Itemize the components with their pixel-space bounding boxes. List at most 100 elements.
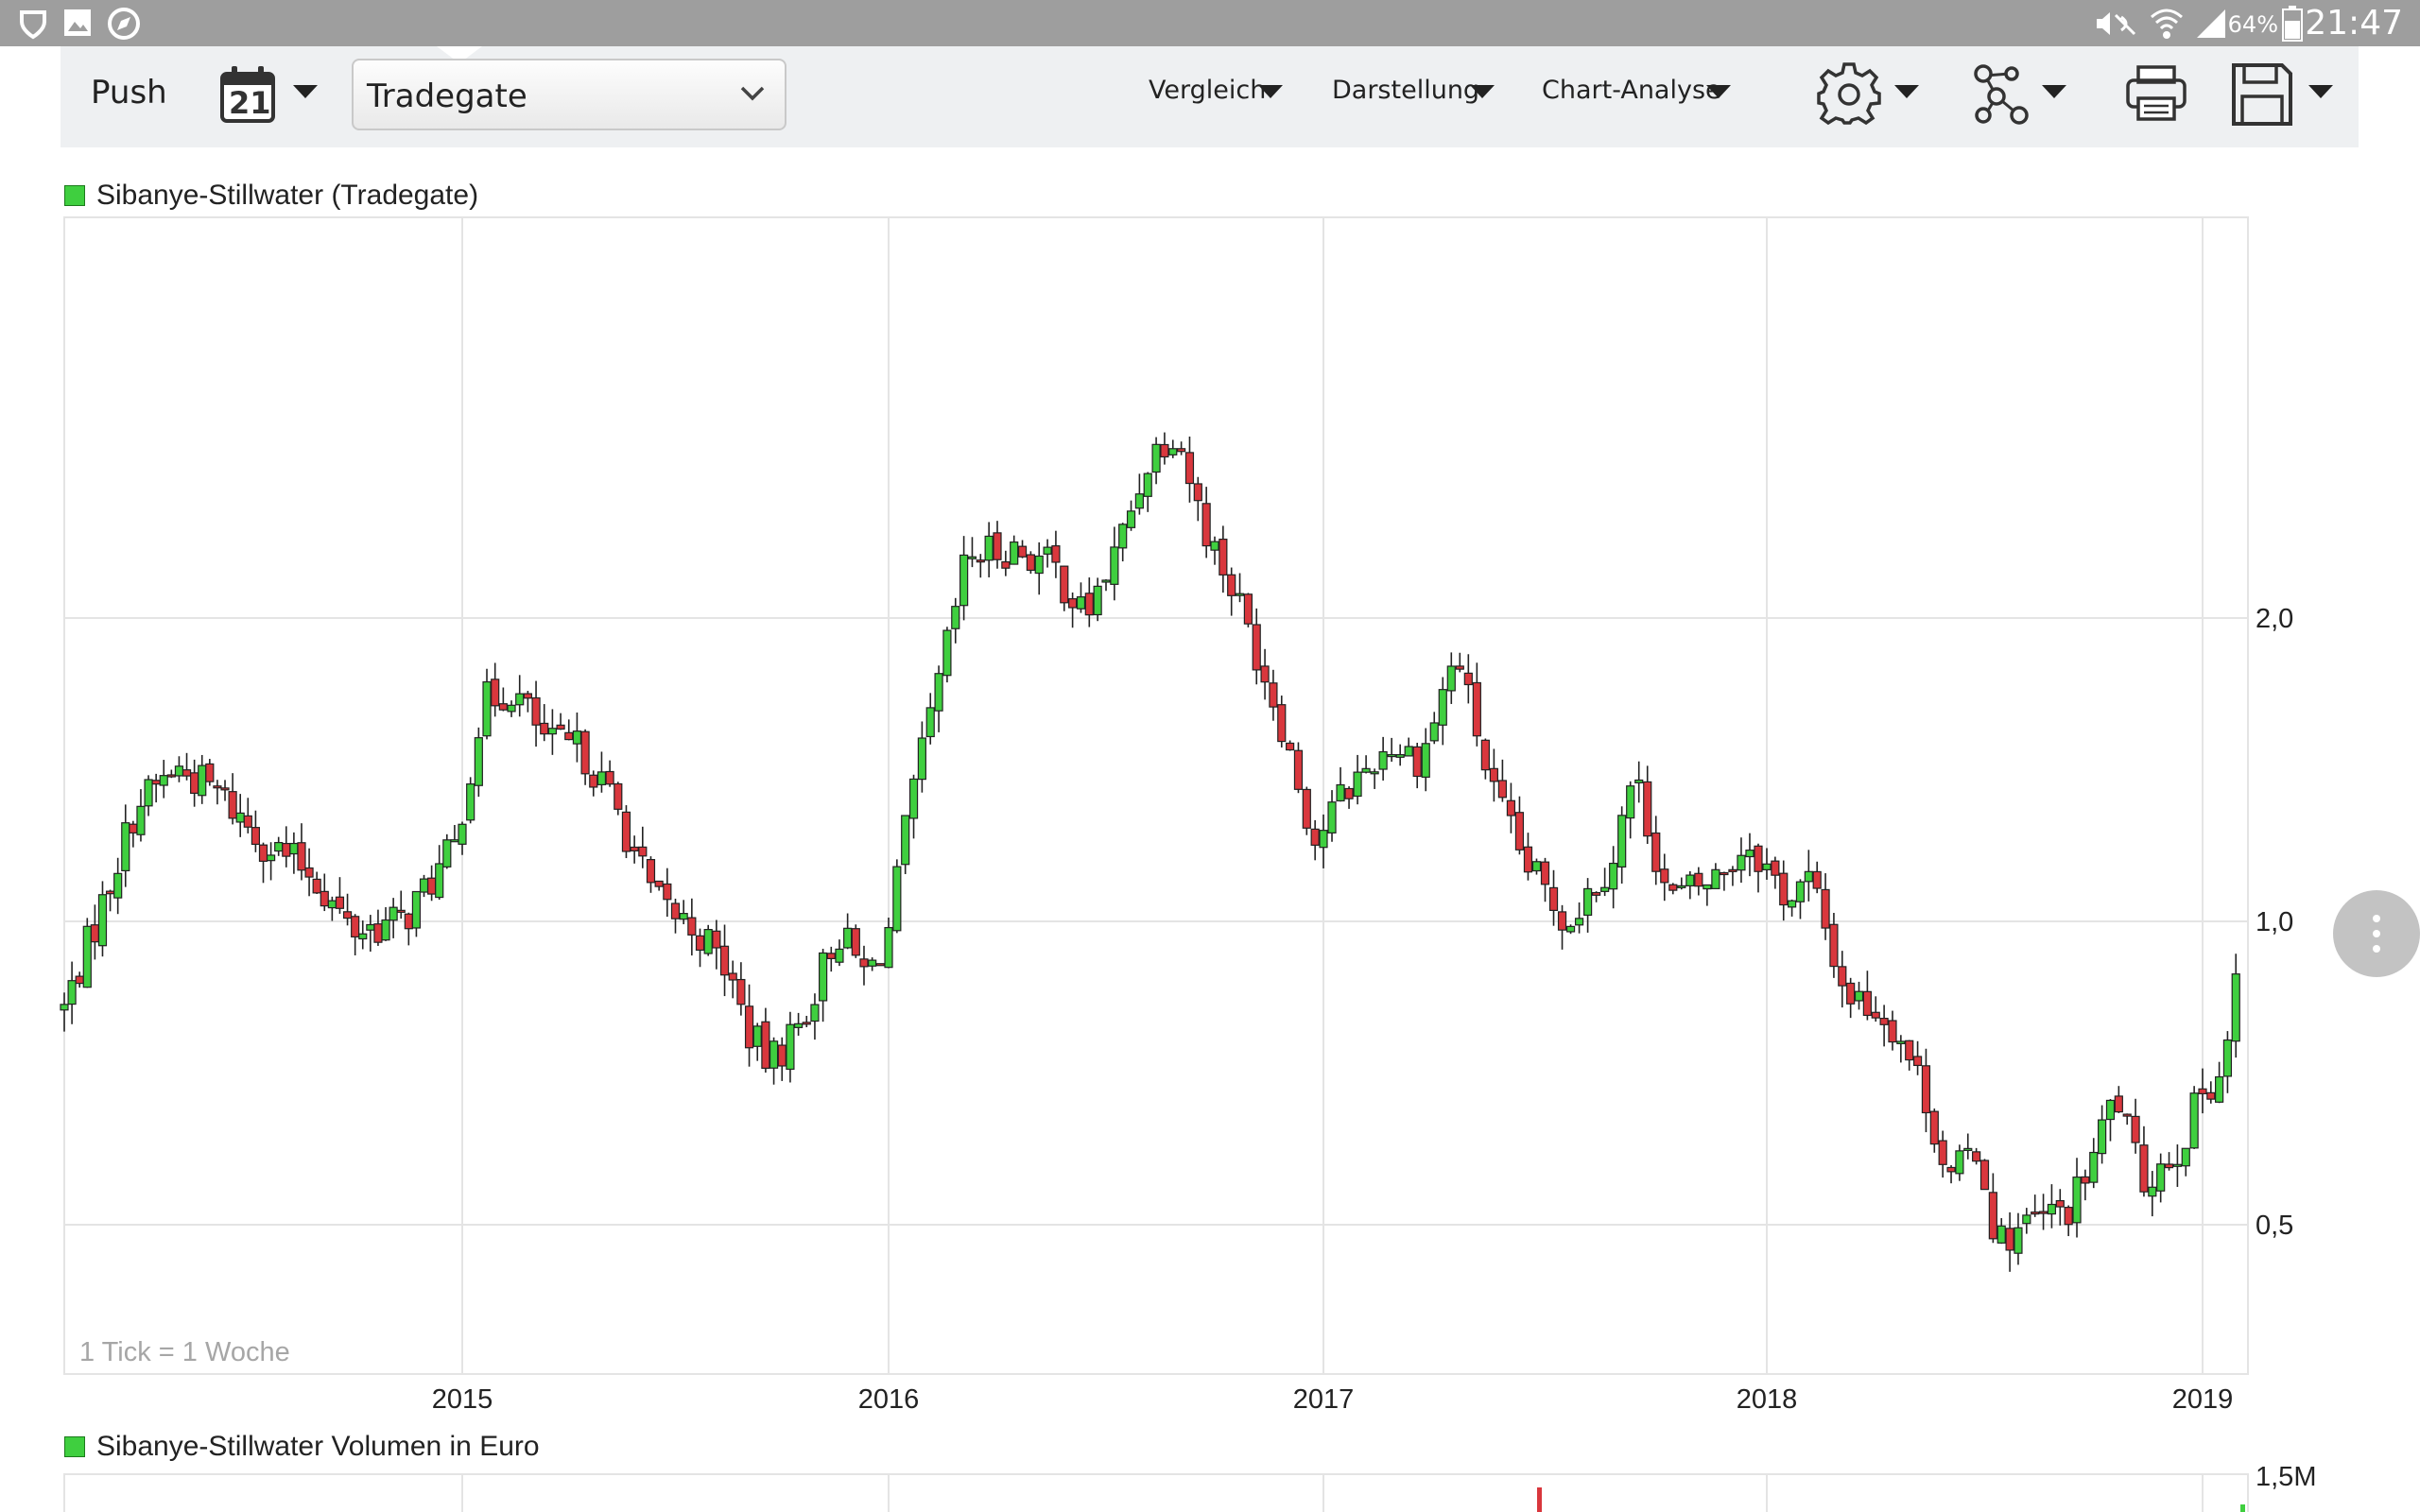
candle bbox=[793, 1022, 804, 1028]
candle bbox=[1694, 872, 1703, 887]
chart-analyse-menu[interactable]: Chart-Analyse bbox=[1542, 66, 1740, 123]
candle bbox=[1101, 579, 1111, 583]
candle bbox=[1269, 682, 1278, 708]
signal-icon bbox=[2197, 9, 2225, 38]
candle bbox=[925, 707, 935, 738]
settings-button[interactable] bbox=[1817, 60, 1930, 129]
candle bbox=[1531, 861, 1542, 872]
candle bbox=[1896, 1040, 1906, 1045]
candle bbox=[1548, 886, 1559, 911]
candle bbox=[1677, 885, 1686, 888]
y-tick-label: 1,0 bbox=[2256, 907, 2293, 937]
vergleich-menu[interactable]: Vergleich bbox=[1149, 66, 1290, 123]
candle bbox=[1480, 739, 1490, 771]
volume-legend-label: Sibanye-Stillwater Volumen in Euro bbox=[96, 1431, 540, 1462]
candle bbox=[151, 780, 161, 785]
candle bbox=[638, 846, 648, 857]
candle bbox=[466, 783, 475, 821]
x-tick-label: 2015 bbox=[432, 1384, 493, 1415]
chevron-down-icon bbox=[1470, 85, 1495, 98]
candle bbox=[144, 779, 153, 807]
candle bbox=[1463, 672, 1473, 686]
candle bbox=[1286, 742, 1295, 751]
x-tick-label: 2016 bbox=[858, 1384, 920, 1415]
candle bbox=[1955, 1150, 1964, 1175]
volume-bar bbox=[2240, 1504, 2245, 1512]
save-button[interactable] bbox=[2231, 60, 2344, 129]
candle bbox=[1243, 593, 1253, 625]
network-button[interactable] bbox=[1972, 60, 2085, 129]
network-icon bbox=[1974, 64, 2029, 125]
candle bbox=[396, 909, 406, 913]
volume-bar bbox=[1537, 1487, 1542, 1512]
save-icon bbox=[2232, 63, 2292, 126]
candle bbox=[2164, 1163, 2174, 1169]
candle bbox=[875, 963, 885, 967]
compass-icon bbox=[108, 8, 140, 40]
candle bbox=[1201, 503, 1211, 547]
candle bbox=[1600, 886, 1610, 892]
candle bbox=[342, 911, 353, 919]
candle bbox=[843, 927, 853, 949]
calendar-day: 21 bbox=[229, 85, 271, 121]
candle bbox=[1838, 966, 1847, 987]
calendar-button[interactable]: 21 bbox=[219, 64, 325, 125]
price-legend-label: Sibanye-Stillwater (Tradegate) bbox=[96, 180, 479, 211]
candle bbox=[2047, 1203, 2057, 1215]
candle bbox=[507, 704, 516, 713]
candle bbox=[205, 763, 215, 782]
candle bbox=[851, 928, 860, 956]
candle bbox=[2172, 1163, 2183, 1167]
candle bbox=[2148, 1186, 2157, 1197]
candle bbox=[786, 1023, 795, 1071]
candle bbox=[113, 872, 123, 899]
more-options-button[interactable] bbox=[2333, 890, 2420, 977]
candle bbox=[411, 890, 422, 929]
candle bbox=[942, 629, 952, 677]
candle bbox=[1034, 555, 1044, 575]
chart-analyse-label: Chart-Analyse bbox=[1542, 76, 1721, 105]
candle bbox=[1514, 812, 1525, 850]
candle bbox=[304, 867, 314, 878]
candle bbox=[2064, 1207, 2073, 1226]
candle bbox=[1319, 830, 1328, 849]
tick-note: 1 Tick = 1 Woche bbox=[79, 1337, 290, 1367]
candle bbox=[580, 730, 590, 775]
candle bbox=[810, 1004, 820, 1022]
candle bbox=[327, 900, 337, 909]
chevron-down-icon bbox=[2042, 85, 2066, 98]
candle bbox=[1912, 1056, 1923, 1067]
candle bbox=[1592, 891, 1601, 896]
candle bbox=[1668, 884, 1678, 891]
candle bbox=[1001, 560, 1011, 569]
candle bbox=[2098, 1119, 2107, 1155]
candle bbox=[2114, 1095, 2123, 1113]
candle bbox=[1260, 665, 1270, 683]
image-icon bbox=[64, 9, 91, 36]
candle bbox=[605, 770, 614, 785]
mute-icon bbox=[2097, 12, 2136, 36]
candle bbox=[1235, 593, 1245, 596]
candle bbox=[2215, 1075, 2224, 1103]
candle bbox=[769, 1040, 779, 1069]
candle bbox=[1378, 750, 1388, 770]
price-legend-swatch bbox=[64, 185, 85, 206]
print-icon[interactable] bbox=[2125, 64, 2187, 123]
candle bbox=[381, 919, 390, 941]
candle bbox=[2131, 1115, 2140, 1143]
darstellung-menu[interactable]: Darstellung bbox=[1332, 66, 1502, 123]
candle bbox=[967, 556, 977, 559]
candle bbox=[1643, 781, 1652, 837]
candle bbox=[1327, 801, 1337, 833]
candle bbox=[474, 737, 483, 786]
toolbar-pointer bbox=[437, 46, 482, 63]
exchange-select[interactable]: Tradegate bbox=[352, 59, 786, 130]
candle bbox=[976, 559, 985, 563]
darstellung-label: Darstellung bbox=[1332, 76, 1480, 105]
push-toggle[interactable]: Push bbox=[91, 74, 167, 112]
candle bbox=[1737, 854, 1746, 871]
candle bbox=[482, 680, 492, 737]
candle bbox=[1143, 472, 1152, 497]
exchange-value: Tradegate bbox=[367, 77, 527, 115]
